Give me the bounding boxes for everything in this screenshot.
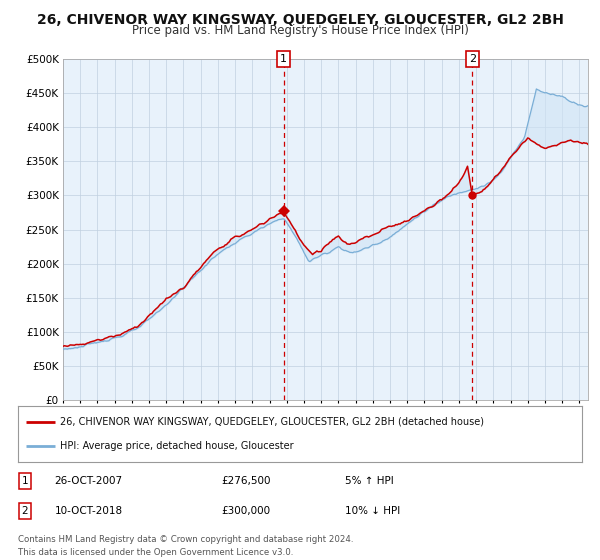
Text: 26-OCT-2007: 26-OCT-2007 xyxy=(55,476,123,486)
Text: 1: 1 xyxy=(280,54,287,64)
Text: 10-OCT-2018: 10-OCT-2018 xyxy=(55,506,123,516)
Text: 2: 2 xyxy=(22,506,28,516)
Text: 5% ↑ HPI: 5% ↑ HPI xyxy=(345,476,394,486)
Text: 1: 1 xyxy=(22,476,28,486)
Text: Price paid vs. HM Land Registry's House Price Index (HPI): Price paid vs. HM Land Registry's House … xyxy=(131,24,469,38)
Text: 2: 2 xyxy=(469,54,476,64)
Text: 26, CHIVENOR WAY KINGSWAY, QUEDGELEY, GLOUCESTER, GL2 2BH: 26, CHIVENOR WAY KINGSWAY, QUEDGELEY, GL… xyxy=(37,13,563,27)
Text: £276,500: £276,500 xyxy=(221,476,271,486)
Text: 26, CHIVENOR WAY KINGSWAY, QUEDGELEY, GLOUCESTER, GL2 2BH (detached house): 26, CHIVENOR WAY KINGSWAY, QUEDGELEY, GL… xyxy=(60,417,484,427)
Text: 10% ↓ HPI: 10% ↓ HPI xyxy=(345,506,400,516)
Text: HPI: Average price, detached house, Gloucester: HPI: Average price, detached house, Glou… xyxy=(60,441,294,451)
Text: Contains HM Land Registry data © Crown copyright and database right 2024.
This d: Contains HM Land Registry data © Crown c… xyxy=(18,535,353,557)
Text: £300,000: £300,000 xyxy=(221,506,270,516)
